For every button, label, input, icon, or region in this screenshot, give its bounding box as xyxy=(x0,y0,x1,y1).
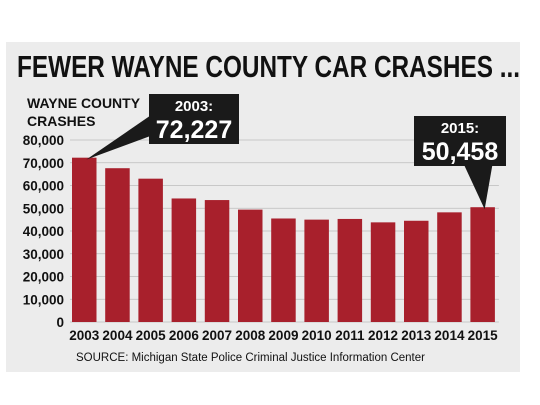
x-tick-label: 2006 xyxy=(169,328,200,343)
callout-year: 2015: xyxy=(441,120,479,137)
x-tick-label: 2015 xyxy=(468,328,499,343)
bar-2011 xyxy=(337,218,363,322)
bar-2007 xyxy=(204,200,230,322)
callout-value: 50,458 xyxy=(422,138,499,166)
x-tick-label: 2008 xyxy=(235,328,266,343)
callout-box-1 xyxy=(414,116,506,166)
x-tick-label: 2005 xyxy=(136,328,167,343)
bar-2012 xyxy=(370,222,396,322)
x-tick-label: 2013 xyxy=(401,328,432,343)
x-tick-label: 2014 xyxy=(434,328,465,343)
x-tick-label: 2004 xyxy=(102,328,133,343)
bar-2006 xyxy=(171,198,197,322)
bar-2004 xyxy=(105,168,130,322)
callout-value: 72,227 xyxy=(156,116,232,144)
bar-2014 xyxy=(437,212,462,322)
y-tick-label: 0 xyxy=(56,315,64,330)
y-tick-label: 20,000 xyxy=(23,270,64,285)
x-tick-label: 2011 xyxy=(335,328,365,343)
y-tick-label: 40,000 xyxy=(23,224,64,239)
x-tick-label: 2003 xyxy=(69,328,100,343)
y-tick-label: 60,000 xyxy=(23,179,64,194)
bar-2008 xyxy=(238,209,263,322)
x-tick-label: 2010 xyxy=(302,328,332,343)
bar-2010 xyxy=(304,219,329,322)
bar-2015 xyxy=(470,207,495,322)
y-axis-label-line1: WAYNE COUNTY xyxy=(27,95,141,111)
x-tick-label: 2007 xyxy=(202,328,232,343)
chart-title: FEWER WAYNE COUNTY CAR CRASHES ... xyxy=(17,49,520,84)
callout-box-0 xyxy=(149,94,239,144)
y-axis-label-line2: CRASHES xyxy=(27,113,95,129)
bar-2003 xyxy=(72,157,97,322)
x-tick-label: 2012 xyxy=(368,328,398,343)
y-tick-label: 10,000 xyxy=(23,292,64,307)
bar-2013 xyxy=(404,220,429,322)
bar-2009 xyxy=(271,218,296,322)
x-tick-label: 2009 xyxy=(268,328,298,343)
bar-2005 xyxy=(138,178,163,322)
y-tick-label: 50,000 xyxy=(23,201,64,216)
source-note: SOURCE: Michigan State Police Criminal J… xyxy=(76,352,425,364)
callout-pointer xyxy=(86,116,149,160)
y-tick-label: 70,000 xyxy=(23,156,64,171)
callout-year: 2003: xyxy=(175,98,213,115)
callout-pointer xyxy=(464,166,493,210)
y-tick-label: 80,000 xyxy=(23,133,64,148)
y-tick-label: 30,000 xyxy=(23,247,64,262)
